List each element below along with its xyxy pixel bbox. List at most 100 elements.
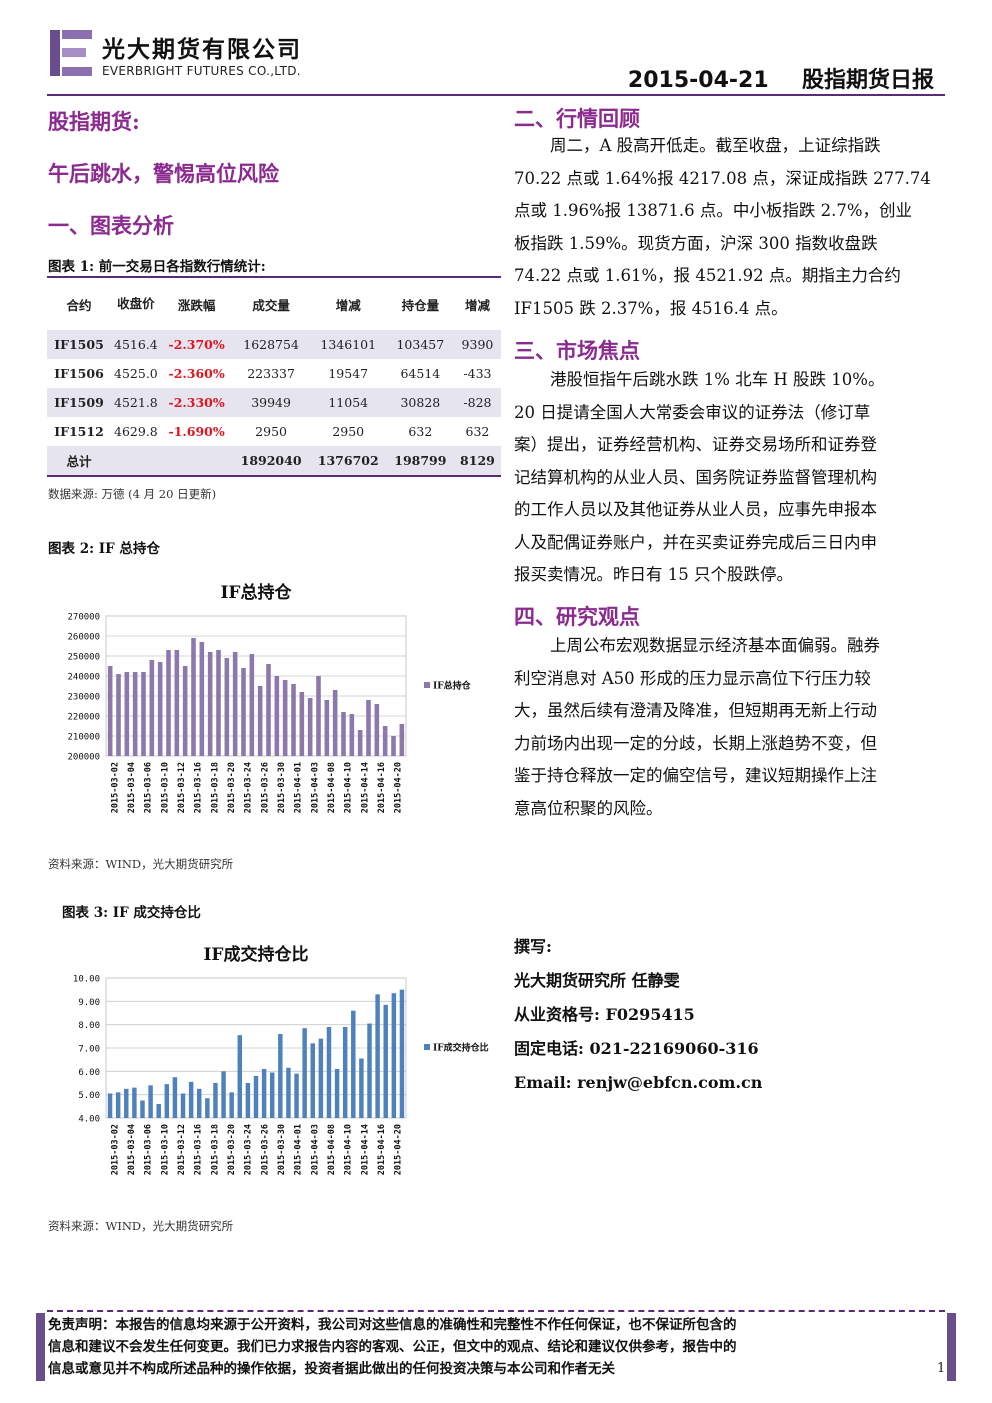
bar — [132, 1087, 137, 1118]
table-cell: -2.360% — [168, 366, 225, 381]
bar — [294, 1073, 299, 1118]
bar — [334, 1069, 340, 1118]
bar — [182, 666, 188, 756]
x-tick-label: 2015-03-04 — [127, 1124, 137, 1175]
table-cell: 39949 — [232, 388, 310, 417]
section-2-body: 周二，A 股高开低走。截至收盘，上证综指跌 70.22 点或 1.64%报 42… — [514, 130, 944, 325]
disclaimer-line: 免责声明：本报告的信息均来源于公开资料，我公司对这些信息的准确性和完整性不作任何… — [48, 1317, 737, 1333]
kicker: 股指期货: — [48, 109, 140, 134]
bar — [367, 1023, 372, 1118]
page-number: 1 — [937, 1361, 946, 1376]
x-tick-label: 2015-03-30 — [277, 762, 287, 813]
bar — [391, 993, 397, 1118]
table-cell: 1376702 — [309, 446, 387, 475]
y-tick-label: 10.00 — [73, 975, 100, 985]
legend-label: IF总持仓 — [433, 680, 472, 692]
bar — [357, 730, 363, 756]
bar — [205, 1098, 210, 1118]
bar — [224, 658, 230, 756]
bar — [383, 1004, 388, 1118]
bar — [148, 1085, 153, 1118]
bar — [216, 650, 221, 756]
legend-swatch — [424, 682, 430, 688]
table-cell: 1346101 — [309, 330, 387, 359]
para-line: 20 日提请全国人大常委会审议的证券法（修订草 — [514, 402, 871, 422]
section-3-body: 港股恒指午后跳水跌 1% 北车 H 股跌 10%。 20 日提请全国人大常委会审… — [514, 364, 944, 592]
volume-oi-ratio-chart-svg: IF成交持仓比 4.00 5.00 6.00 7.00 8.00 9.00 10.00 2015… — [73, 944, 489, 1175]
bar — [124, 1088, 129, 1118]
x-tick-label: 2015-04-16 — [377, 762, 387, 813]
table-caption: 图表 1: 前一交易日各指数行情统计: — [48, 259, 266, 275]
bar — [156, 1104, 161, 1118]
bar — [221, 1071, 226, 1118]
bar — [399, 989, 405, 1118]
table-cell: 总计 — [47, 446, 112, 475]
chart-volume-oi-ratio: IF成交持仓比 4.00 5.00 6.00 7.00 8.00 9.00 10.00 2015… — [44, 932, 500, 1202]
bar — [180, 1093, 186, 1118]
col-header: 持仓量 — [401, 297, 440, 313]
bar — [191, 638, 196, 756]
bar — [341, 712, 346, 756]
author-block: 撰写: 光大期货研究所 任静雯 从业资格号: F0295415 固定电话: 02… — [514, 930, 762, 1100]
col-header: 合约 — [66, 297, 92, 313]
x-tick-label: 2015-04-16 — [377, 1124, 387, 1175]
y-tick-label: 5.00 — [78, 1091, 100, 1101]
para-line: 记结算机构的从业人员、国务院证券监督管理机构 — [514, 467, 877, 487]
bar — [351, 1010, 356, 1118]
y-tick-label: 220000 — [67, 713, 100, 723]
table-cell: -1.690% — [168, 424, 225, 439]
para-line: 港股恒指午后跳水跌 1% 北车 H 股跌 10%。 — [550, 370, 885, 389]
para-line: 点或 1.96%报 13871.6 点。中小板指跌 2.7%，创业 — [514, 201, 913, 220]
report-header: 2015-04-21 股指期货日报 — [628, 62, 934, 94]
table-cell: 4629.8 — [114, 424, 158, 439]
y-tick-label: 8.00 — [78, 1021, 100, 1031]
bar — [149, 660, 155, 756]
x-tick-label: 2015-03-02 — [110, 1124, 120, 1175]
x-tick-label: 2015-04-03 — [310, 1124, 320, 1175]
para-line: 报买卖情况。昨日有 15 只个股跌停。 — [514, 565, 793, 584]
para-line: 的工作人员以及其他证券从业人员，应事先申报本 — [514, 500, 877, 519]
bar — [261, 1069, 267, 1118]
legend-label: IF成交持仓比 — [433, 1042, 489, 1054]
bar — [107, 1093, 113, 1118]
bar — [299, 692, 305, 756]
author-label: 撰写: — [514, 937, 552, 956]
y-tick-label: 230000 — [67, 693, 100, 703]
x-tick-label: 2015-03-06 — [144, 762, 154, 813]
bar — [307, 698, 313, 756]
x-tick-label: 2015-03-02 — [110, 762, 120, 813]
figure-3-source: 资料来源：WIND，光大期货研究所 — [48, 1219, 234, 1233]
x-tick-label: 2015-03-24 — [244, 762, 254, 813]
author-email: Email: renjw@ebfcn.com.cn — [514, 1073, 763, 1092]
bar — [199, 642, 205, 756]
para-line: 利空消息对 A50 形成的压力显示高位下行压力较 — [514, 668, 871, 688]
bar — [229, 1092, 234, 1118]
headline: 午后跳水，警惕高位风险 — [48, 161, 279, 186]
x-tick-label: 2015-03-16 — [194, 762, 204, 813]
bar — [326, 1027, 332, 1118]
bar — [274, 676, 280, 756]
x-tick-label: 2015-03-04 — [127, 762, 137, 813]
table-cell: -433 — [463, 366, 492, 381]
table-cell: -2.370% — [160, 330, 233, 359]
table-cell: 19547 — [328, 366, 369, 381]
bar — [366, 700, 371, 756]
para-line: IF1505 跌 2.37%，报 4516.4 点。 — [514, 298, 788, 318]
bar — [132, 672, 138, 756]
bar — [332, 690, 338, 756]
bar — [382, 726, 388, 756]
disclaimer-line: 信息和建议不会发生任何变更。我们已力求报告内容的客观、公正，但文中的观点、结论和… — [48, 1339, 737, 1355]
bar — [318, 1038, 324, 1118]
para-line: 周二，A 股高开低走。截至收盘，上证综指跌 — [550, 136, 881, 155]
legend-swatch — [424, 1044, 430, 1050]
col-header: 增减 — [464, 297, 490, 313]
x-tick-label: 2015-03-30 — [277, 1124, 287, 1175]
table-cell: 4516.4 — [111, 330, 161, 359]
bar — [166, 650, 171, 756]
bar — [282, 680, 288, 756]
para-line: 力前场内出现一定的分歧，长期上涨趋势不变，但 — [514, 733, 877, 753]
table-cell: 8129 — [453, 446, 501, 475]
bar — [164, 1084, 170, 1118]
chart-title: IF成交持仓比 — [203, 944, 308, 965]
x-tick-label: 2015-04-14 — [360, 1124, 370, 1175]
